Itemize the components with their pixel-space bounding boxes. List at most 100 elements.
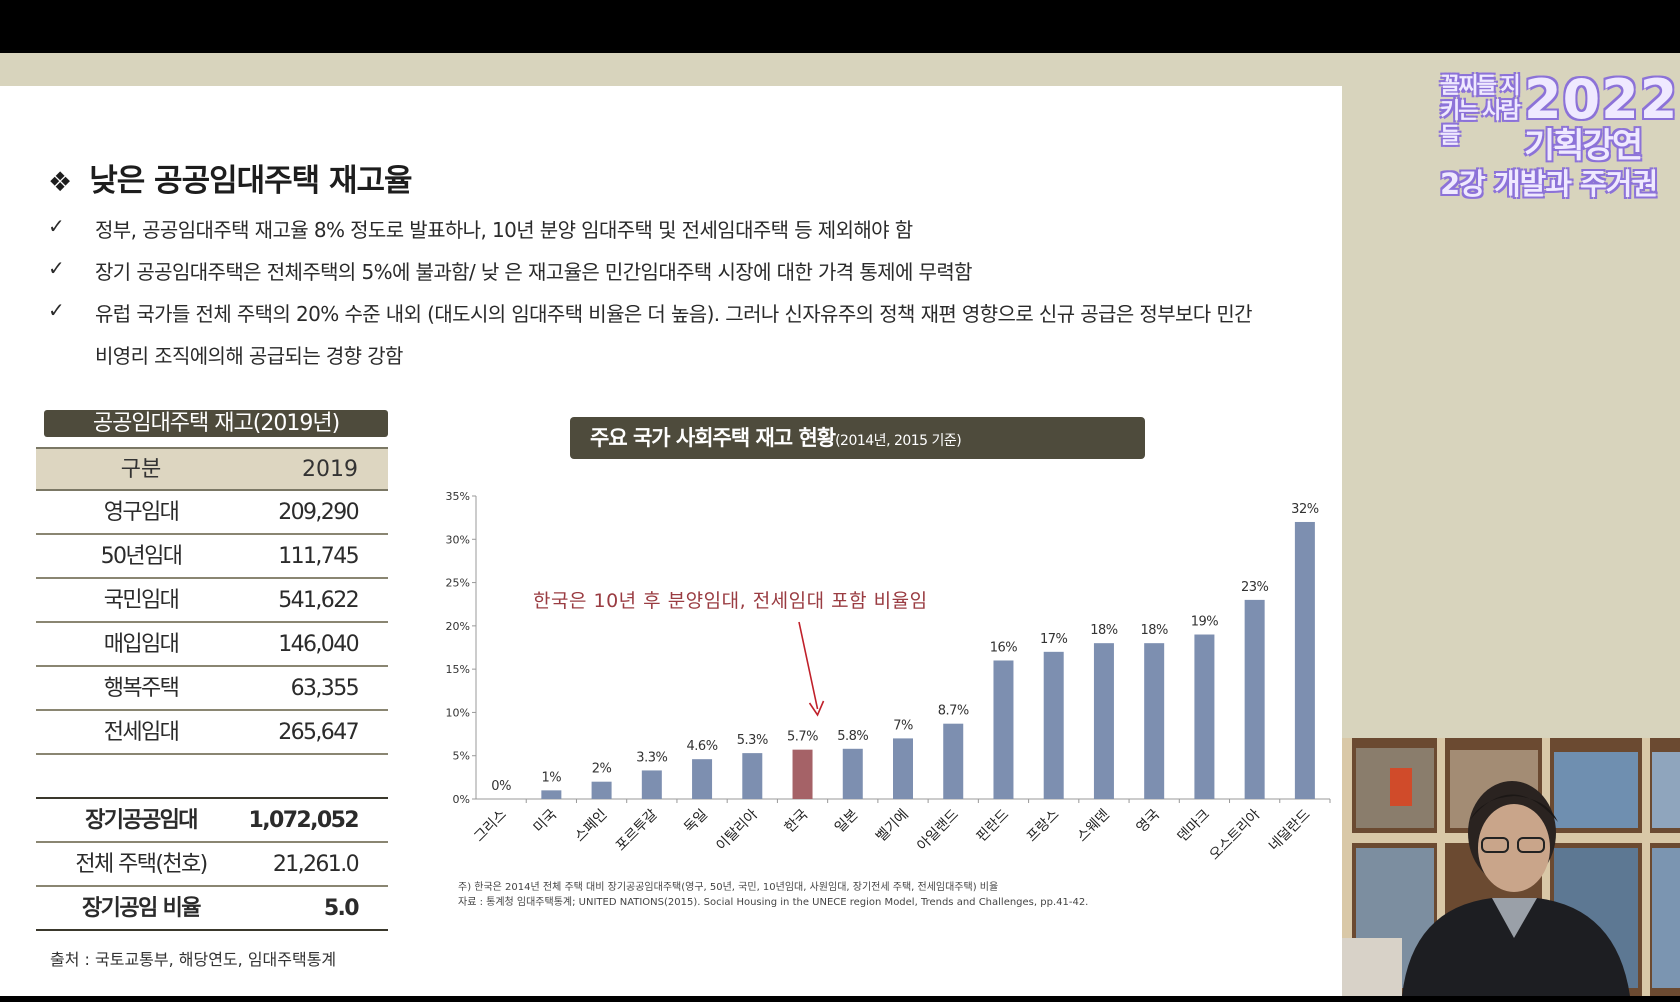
y-tick-label: 20% [446,620,470,633]
top-letterbox [0,0,1680,53]
table-cell-category: 장기공임 비율 [82,896,202,921]
column-header-category: 구분 [120,457,162,482]
bar [993,660,1014,799]
annotation-arrow-line [798,621,819,710]
chart-annotation: 한국은 10년 후 분양임대, 전세임대 포함 비율임 [533,590,928,612]
speaker-video-frame [1342,738,1680,996]
table-cell-value: 5.0 [323,896,360,921]
bar [591,781,612,799]
table-cell-value: 63,355 [290,676,360,701]
bullet-text-continuation: 비영리 조직에의해 공급되는 경향 강함 [95,344,403,368]
data-label: 18% [1140,623,1168,638]
table-cell-category: 전세임대 [103,720,180,745]
bar [1043,651,1064,799]
logo-org-name: 꼴찌들 지키는 사람들 [1440,74,1521,149]
y-tick-label: 0% [453,793,470,806]
annotation-arrow-head [808,700,825,717]
table-row: 전세임대 265,647 [36,711,388,755]
table-cell-category: 50년임대 [100,544,183,569]
data-label: 4.6% [687,739,718,754]
category-label: 스페인 [572,807,611,846]
category-label: 스웨덴 [1074,807,1113,846]
logo-year: 2022 [1524,68,1679,131]
data-label: 8.7% [938,704,969,719]
data-label: 0% [491,779,511,794]
data-label: 5.8% [837,729,868,744]
chart-title-note: (2014년, 2015 기준) [835,433,962,449]
table-row: 행복주택 63,355 [36,667,388,711]
table-title: 공공임대주택 재고(2019년) [44,410,388,437]
y-tick-label: 10% [446,706,470,719]
category-label: 영국 [1133,806,1163,836]
check-icon: ✓ [48,298,65,322]
category-label: 이탈리아 [713,806,761,854]
bar-highlighted [792,749,813,799]
category-label: 아일랜드 [914,806,962,854]
category-label: 오스트리아 [1207,806,1264,863]
bar [1144,643,1165,799]
table-column-header: 구분 2019 [36,447,388,491]
table-cell-value: 541,622 [278,588,359,613]
table-cell-category: 전체 주택(천호) [75,852,208,877]
data-label: 17% [1040,632,1068,647]
bullet-text: 장기 공공임대주택은 전체주택의 5%에 불과함/ 낮 은 재고율은 민간임대주… [95,260,973,284]
table-row: 매입임대 146,040 [36,623,388,667]
bar [641,770,662,799]
data-label: 23% [1241,580,1269,595]
y-tick-label: 15% [446,663,470,676]
bar [1294,521,1315,799]
y-tick-label: 25% [446,577,470,590]
bar [893,738,913,799]
data-label: 7% [893,718,913,733]
category-label: 독일 [681,807,711,837]
table-row [36,755,388,799]
data-label: 2% [592,762,612,777]
data-label: 3.3% [636,750,667,765]
bar [943,723,964,799]
logo-subtitle: 기획강연 [1524,126,1643,166]
slide-title: ❖ 낮은 공공임대주택 재고율 [48,155,413,200]
check-icon: ✓ [48,256,65,280]
logo-lecture-title: 2강 개발과 주거권 [1440,167,1658,201]
bar [541,790,562,799]
table-row: 장기공임 비율 5.0 [36,887,388,931]
bar [1244,599,1265,799]
bar [1093,643,1114,799]
y-tick-label: 5% [453,750,470,763]
table-cell-value: 111,745 [278,544,359,569]
category-label: 프랑스 [1024,806,1063,845]
table-cell-category: 매입임대 [103,632,180,657]
bar [842,748,863,799]
y-tick-label: 30% [446,533,470,546]
bar [1194,634,1215,799]
data-label: 18% [1090,623,1118,638]
category-label: 포르투갈 [613,806,661,854]
category-label: 미국 [531,806,561,836]
table-cell-category: 영구임대 [103,500,180,525]
bullet-text: 유럽 국가들 전체 주택의 20% 수준 내외 (대도시의 임대주택 비율은 더… [95,302,1253,326]
category-label: 일본 [832,806,862,836]
data-label: 1% [542,770,562,785]
presentation-slide [0,86,1342,996]
table-row: 장기공공임대 1,072,052 [36,799,388,843]
table-cell-category: 국민임대 [103,588,180,613]
check-icon: ✓ [48,214,65,238]
chart-title: 주요 국가 사회주택 재고 현황(2014년, 2015 기준) [570,417,1145,459]
data-label: 5.7% [787,730,818,745]
table-cell-value: 265,647 [278,720,359,745]
chart-title-text: 주요 국가 사회주택 재고 현황 [590,426,836,450]
table-cell-value: 146,040 [278,632,359,657]
bar [692,759,713,799]
data-label: 19% [1191,615,1219,630]
slide-title-text: 낮은 공공임대주택 재고율 [89,163,412,199]
chart-footnote-2: 자료 : 통계청 임대주택통계; UNITED NATIONS(2015). S… [458,897,1089,908]
table-row: 국민임대 541,622 [36,579,388,623]
category-label: 벨기에 [873,807,912,846]
speaker-webcam [1342,738,1680,996]
table-source: 출처 : 국토교통부, 해당연도, 임대주택통계 [50,950,337,969]
table-row: 전체 주택(천호) 21,261.0 [36,843,388,887]
bottom-letterbox [0,996,1680,1002]
category-label: 덴마크 [1175,806,1214,845]
category-label: 네덜란드 [1266,806,1314,854]
table-cell-value: 209,290 [278,500,359,525]
